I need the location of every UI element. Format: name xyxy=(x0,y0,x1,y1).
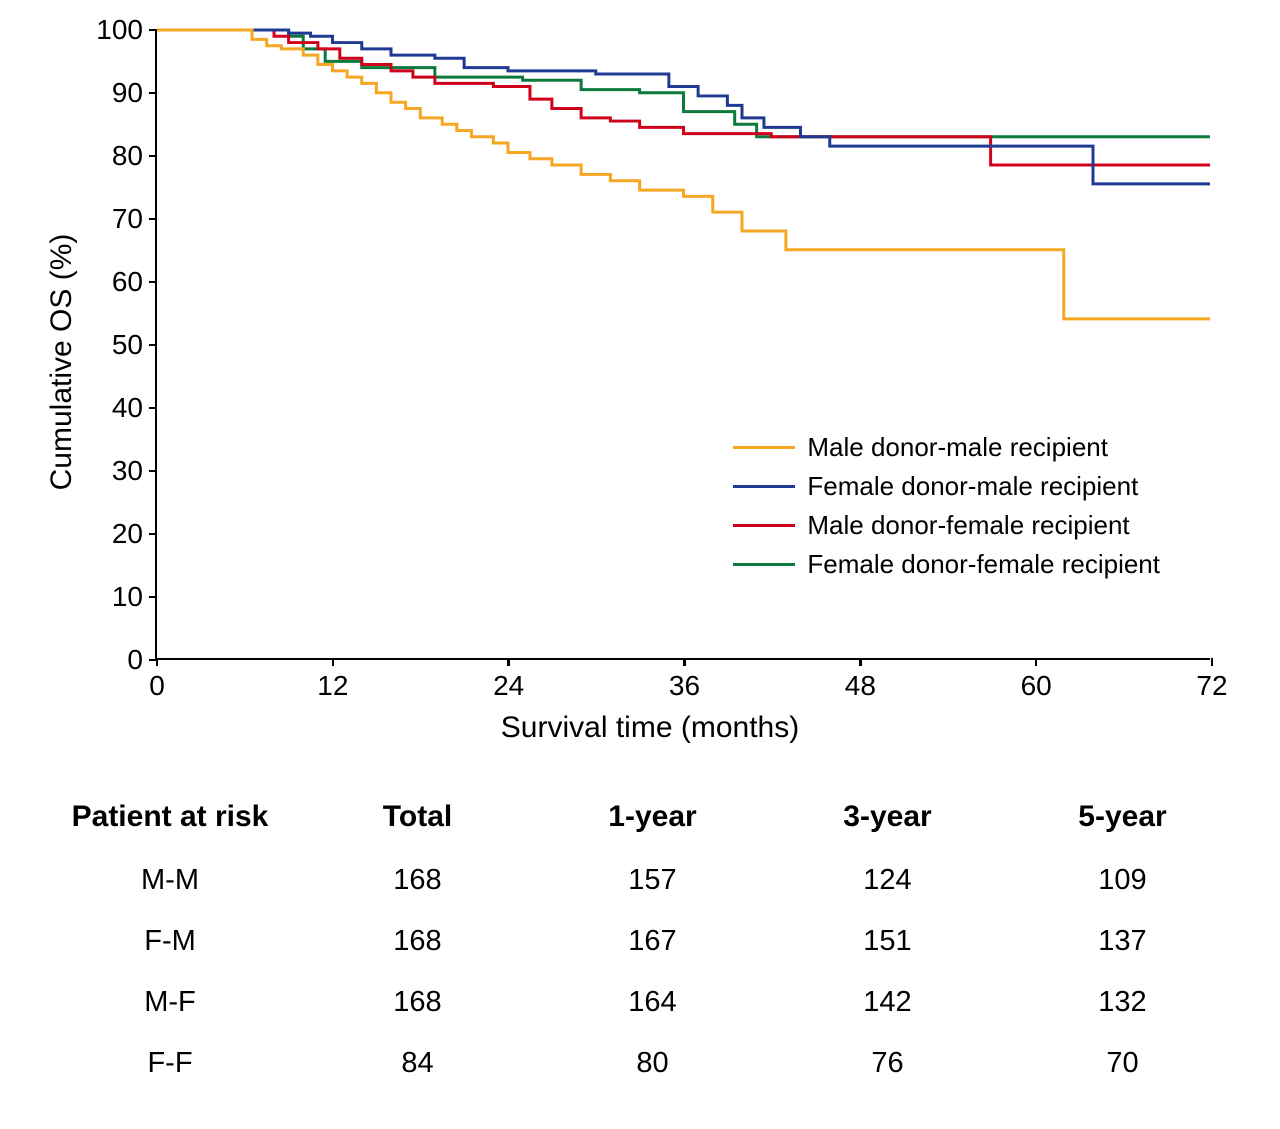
x-tick-label: 60 xyxy=(1021,670,1052,702)
table-row-label: M-M xyxy=(40,864,300,897)
y-tick-label: 30 xyxy=(112,455,143,487)
table-row: M-M168157124109 xyxy=(40,864,1240,897)
x-tick xyxy=(683,658,686,666)
x-tick xyxy=(156,658,159,666)
table-cell: 168 xyxy=(300,864,535,897)
y-tick xyxy=(149,218,157,221)
x-tick-label: 24 xyxy=(493,670,524,702)
table-row-label: M-F xyxy=(40,986,300,1019)
table-row: F-F84807670 xyxy=(40,1047,1240,1080)
survival-chart: Cumulative OS (%) 0102030405060708090100… xyxy=(60,20,1240,740)
legend-label: Female donor-female recipient xyxy=(807,549,1160,580)
table-cell: 137 xyxy=(1005,925,1240,958)
x-tick-label: 0 xyxy=(149,670,165,702)
y-tick xyxy=(149,29,157,32)
table-cell: 151 xyxy=(770,925,1005,958)
x-tick xyxy=(507,658,510,666)
y-tick-label: 70 xyxy=(112,203,143,235)
x-tick-label: 12 xyxy=(317,670,348,702)
survival-curve xyxy=(157,30,1210,319)
legend-label: Female donor-male recipient xyxy=(807,471,1138,502)
y-tick-label: 20 xyxy=(112,518,143,550)
legend-item: Male donor-male recipient xyxy=(733,432,1160,463)
legend-item: Female donor-female recipient xyxy=(733,549,1160,580)
patient-at-risk-table: Patient at risk Total 1-year 3-year 5-ye… xyxy=(40,800,1240,1108)
y-tick xyxy=(149,407,157,410)
legend-item: Female donor-male recipient xyxy=(733,471,1160,502)
table-row-label: F-M xyxy=(40,925,300,958)
y-tick-label: 0 xyxy=(127,644,143,676)
y-tick-label: 80 xyxy=(112,140,143,172)
table-cell: 109 xyxy=(1005,864,1240,897)
table-cell: 168 xyxy=(300,925,535,958)
table-cell: 132 xyxy=(1005,986,1240,1019)
table-header-cell: 3-year xyxy=(770,800,1005,834)
x-tick-label: 36 xyxy=(669,670,700,702)
y-tick-label: 100 xyxy=(96,14,143,46)
table-cell: 84 xyxy=(300,1047,535,1080)
plot-area: 0102030405060708090100 0122436486072 Mal… xyxy=(155,30,1210,660)
y-tick-label: 40 xyxy=(112,392,143,424)
table-cell: 80 xyxy=(535,1047,770,1080)
x-tick-label: 72 xyxy=(1196,670,1227,702)
table-cell: 168 xyxy=(300,986,535,1019)
y-tick xyxy=(149,281,157,284)
table-row: F-M168167151137 xyxy=(40,925,1240,958)
x-tick xyxy=(332,658,335,666)
legend-label: Male donor-female recipient xyxy=(807,510,1129,541)
legend-swatch xyxy=(733,524,795,527)
table-header-row: Patient at risk Total 1-year 3-year 5-ye… xyxy=(40,800,1240,834)
survival-curve xyxy=(157,30,1210,137)
x-tick xyxy=(1035,658,1038,666)
table-cell: 157 xyxy=(535,864,770,897)
x-tick-label: 48 xyxy=(845,670,876,702)
table-cell: 70 xyxy=(1005,1047,1240,1080)
y-tick xyxy=(149,596,157,599)
table-header-cell: Total xyxy=(300,800,535,834)
table-cell: 76 xyxy=(770,1047,1005,1080)
y-tick-label: 10 xyxy=(112,581,143,613)
y-tick xyxy=(149,470,157,473)
x-tick xyxy=(1211,658,1214,666)
legend-item: Male donor-female recipient xyxy=(733,510,1160,541)
y-tick-label: 50 xyxy=(112,329,143,361)
legend-swatch xyxy=(733,563,795,566)
x-tick xyxy=(859,658,862,666)
legend-swatch xyxy=(733,485,795,488)
chart-legend: Male donor-male recipient Female donor-ma… xyxy=(733,432,1160,588)
table-cell: 167 xyxy=(535,925,770,958)
y-tick xyxy=(149,344,157,347)
y-tick xyxy=(149,92,157,95)
y-tick-label: 90 xyxy=(112,77,143,109)
legend-swatch xyxy=(733,446,795,449)
legend-label: Male donor-male recipient xyxy=(807,432,1108,463)
table-cell: 124 xyxy=(770,864,1005,897)
table-header-cell: 1-year xyxy=(535,800,770,834)
table-cell: 142 xyxy=(770,986,1005,1019)
table-cell: 164 xyxy=(535,986,770,1019)
x-axis-title: Survival time (months) xyxy=(501,711,799,745)
y-tick xyxy=(149,533,157,536)
y-tick xyxy=(149,155,157,158)
table-header-cell: Patient at risk xyxy=(40,800,300,834)
table-row: M-F168164142132 xyxy=(40,986,1240,1019)
table-row-label: F-F xyxy=(40,1047,300,1080)
y-axis-title: Cumulative OS (%) xyxy=(45,234,79,491)
table-header-cell: 5-year xyxy=(1005,800,1240,834)
y-tick-label: 60 xyxy=(112,266,143,298)
